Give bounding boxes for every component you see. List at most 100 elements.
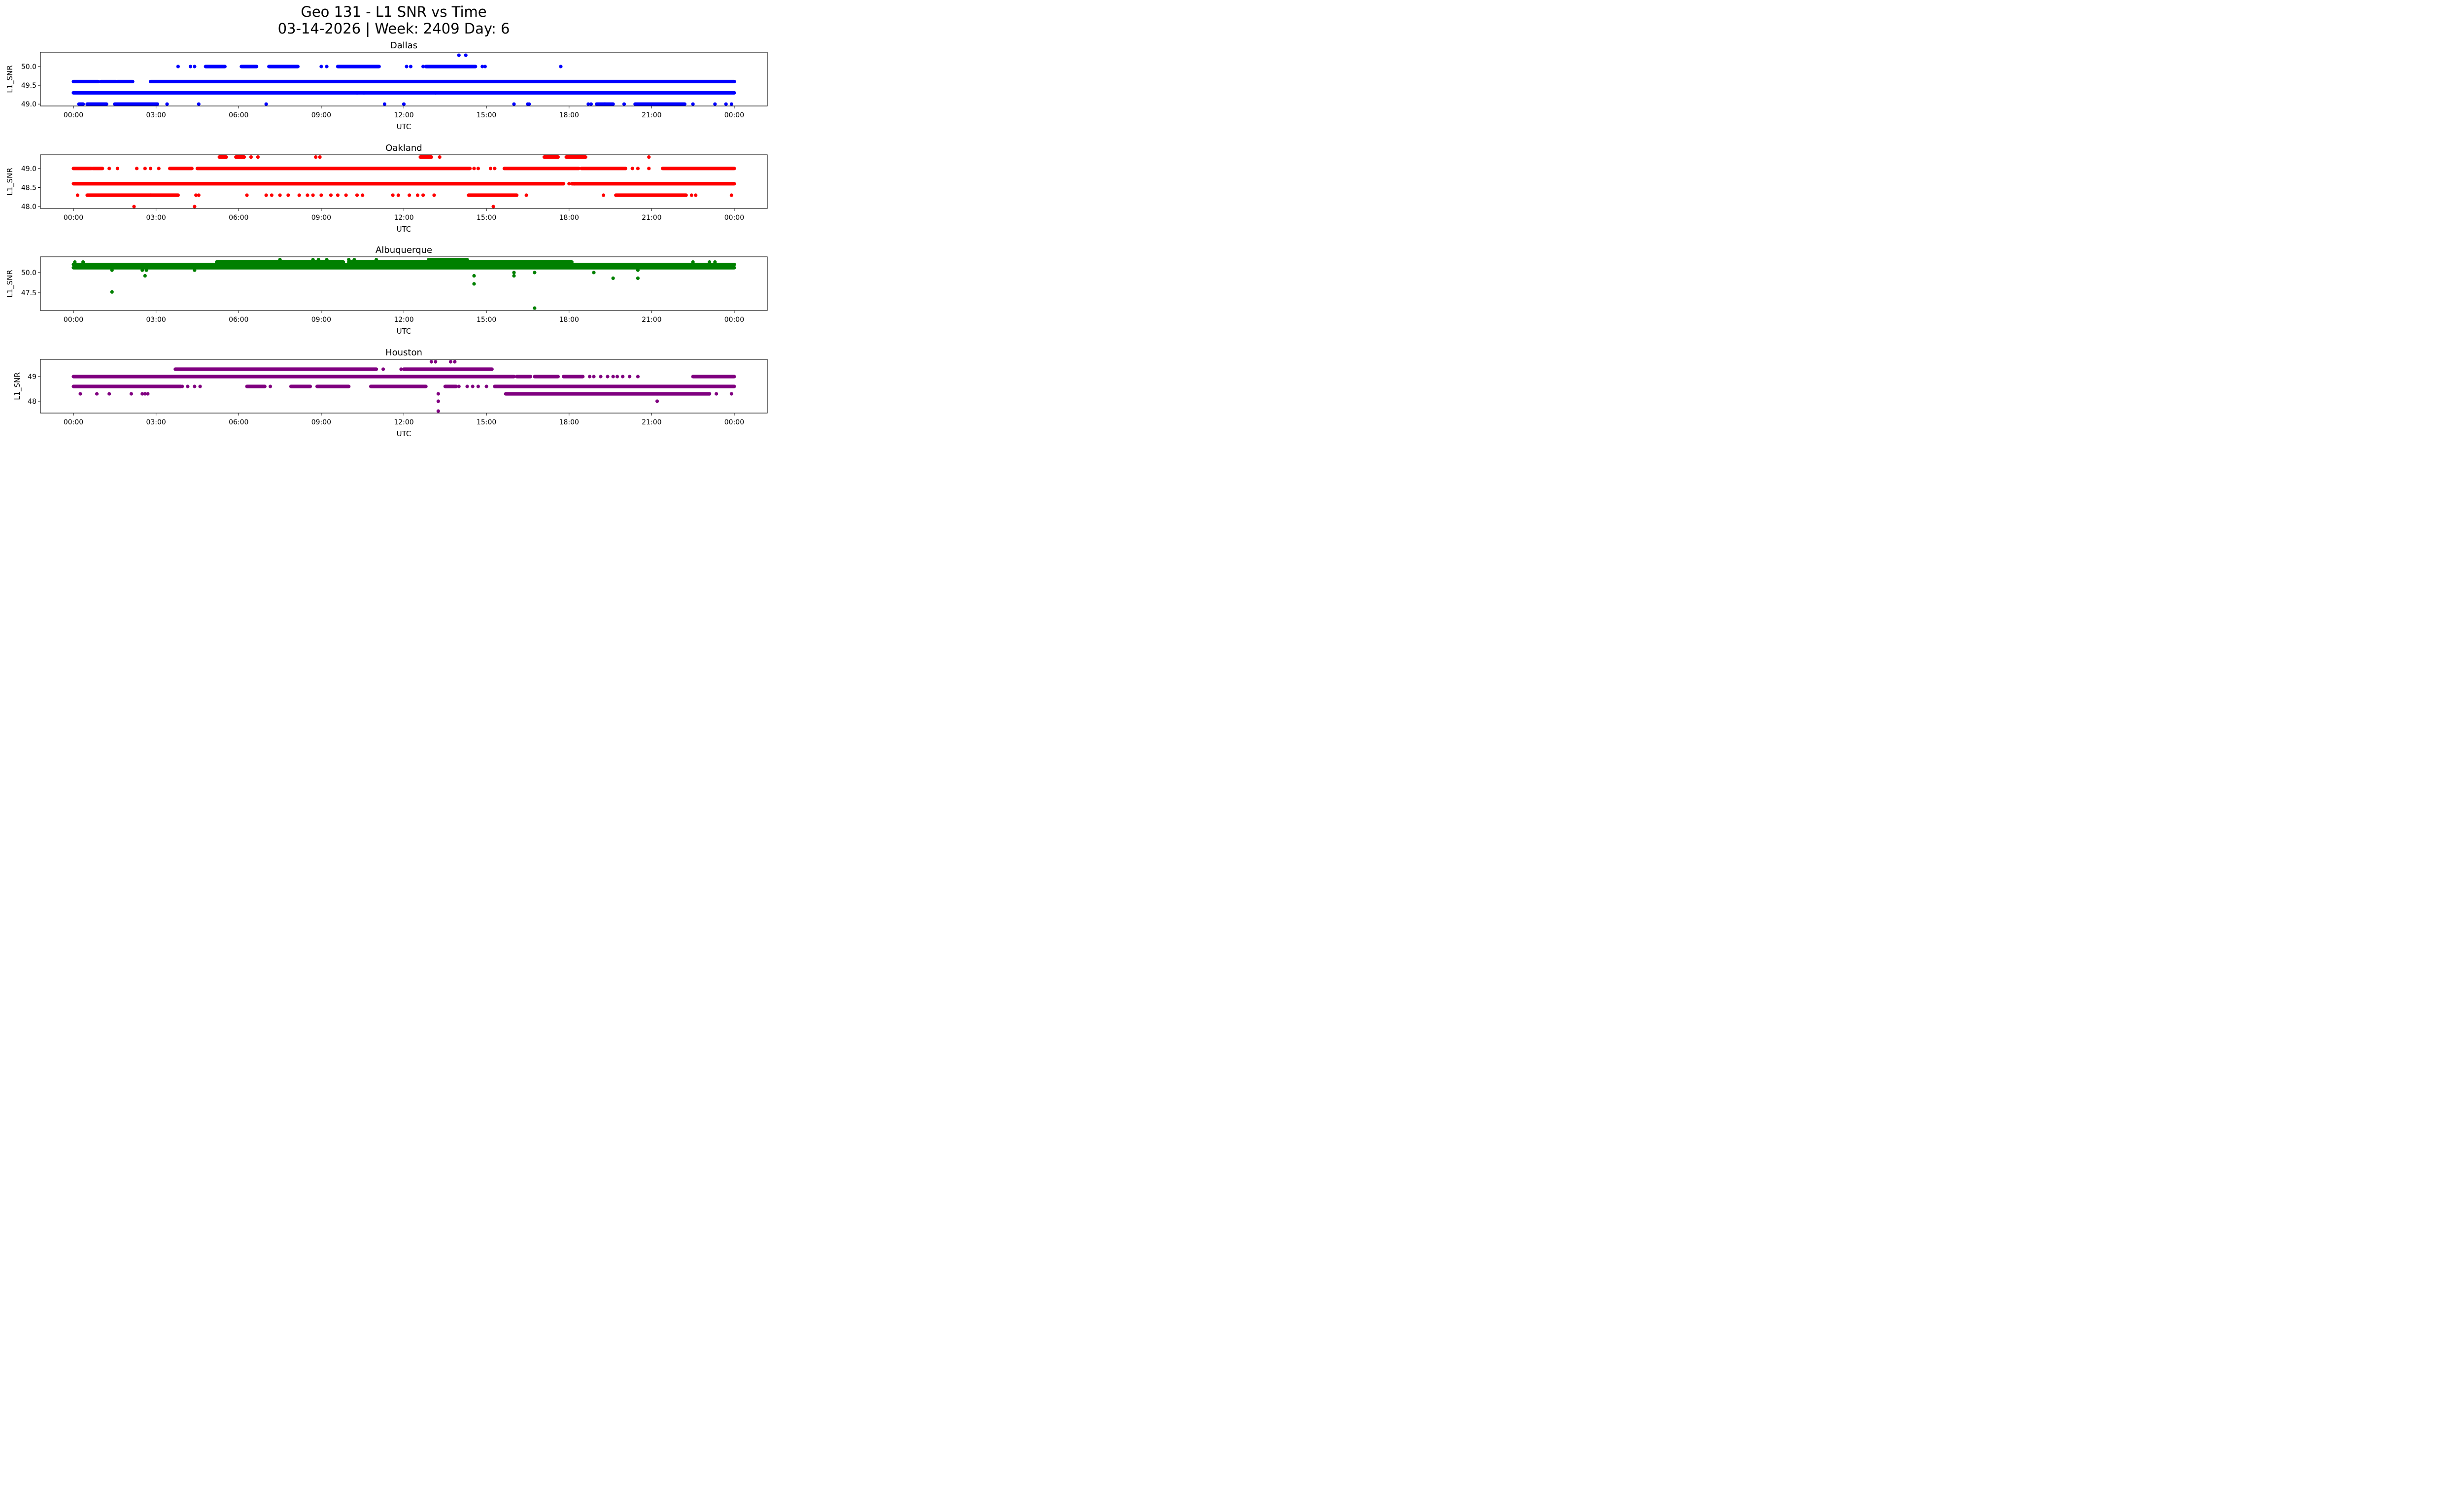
y-tick-label: 47.5 [21,289,36,297]
point-run [85,102,108,106]
point-run [580,167,627,171]
data-point [352,258,356,262]
point-run [115,79,135,84]
data-point [78,392,82,396]
chart-subtitle: 03-14-2026 | Week: 2409 Day: 6 [278,20,510,37]
data-point [146,392,150,396]
data-point [491,205,495,209]
data-point [176,65,180,69]
data-point [382,102,386,106]
data-point [316,258,320,262]
data-point [143,274,147,278]
data-point [421,193,425,197]
point-run [204,65,227,69]
data-point [586,102,590,106]
data-point [476,167,480,171]
data-point [694,193,698,197]
data-point [193,268,197,272]
data-point [512,274,516,278]
data-point [115,167,120,171]
data-point [408,193,411,197]
data-point [256,155,260,159]
point-run [661,167,736,171]
data-point [715,392,719,396]
data-point [140,268,144,272]
data-point [476,384,480,388]
data-point [429,360,433,364]
point-run [564,155,587,159]
scatter-series-houston [71,360,736,413]
data-point [180,384,184,388]
x-tick-label: 18:00 [559,111,579,119]
figure: Geo 131 - L1 SNR vs Time 03-14-2026 | We… [0,0,773,444]
data-point [140,392,144,396]
data-point [329,193,333,197]
y-axis-label: L1_SNR [5,65,15,93]
y-tick-label: 48.5 [21,184,36,192]
point-run [542,155,560,159]
panel-albuquerque: Albuquerque 47.5 50.0 L1_SNR 00:00 03:00 06:00… [5,245,768,336]
data-point [512,271,516,275]
data-point [148,167,153,171]
data-point [319,193,323,197]
point-run [240,65,259,69]
data-point [483,65,487,69]
data-point [193,65,197,69]
x-tick-label: 12:00 [394,214,413,222]
point-run [71,182,566,186]
x-tick-label: 00:00 [724,214,744,222]
x-tick-label: 12:00 [394,111,413,119]
point-run [245,384,267,388]
y-tick-label: 48.0 [21,203,36,211]
data-point [193,205,197,209]
scatter-series-dallas [71,53,736,106]
data-point [559,65,563,69]
data-point [628,375,632,379]
point-run [99,79,118,84]
x-tick-label: 18:00 [559,316,579,324]
x-tick-label: 12:00 [394,418,413,426]
data-point [306,193,309,197]
data-point [621,375,625,379]
x-tick-label: 00:00 [724,418,744,426]
data-point [270,193,274,197]
data-point [436,399,440,403]
x-tick-label: 09:00 [311,111,331,119]
data-point [592,271,596,275]
data-point [245,193,249,197]
panel-title: Albuquerque [376,245,432,255]
point-run [315,384,351,388]
x-tick-label: 15:00 [477,418,496,426]
data-point [157,167,161,171]
x-tick-label: 03:00 [146,214,166,222]
data-point [448,360,453,364]
data-point [381,367,385,371]
point-run [113,102,160,106]
point-run [336,65,381,69]
point-run [561,375,585,379]
data-point [143,167,147,171]
data-point [110,290,114,294]
y-tick-label: 48 [28,398,36,406]
point-run [614,193,688,197]
data-point [647,167,651,171]
point-run [691,375,736,379]
x-tick-label: 06:00 [229,214,248,222]
data-point [729,102,733,106]
point-run [71,91,736,95]
point-run [289,384,312,388]
data-point [615,375,619,379]
data-point [512,102,516,106]
data-point [484,384,488,388]
x-tick-label: 21:00 [642,316,661,324]
data-point [471,384,475,388]
x-tick-label: 06:00 [229,418,248,426]
data-point [611,276,615,280]
data-point [198,384,202,388]
data-point [143,392,147,396]
data-point [601,193,606,197]
data-point [655,399,659,403]
data-point [432,193,436,197]
panel-oakland: Oakland 48.0 48.5 49.0 L1_SNR 00:00 03:00 06:00… [5,143,768,234]
data-point [197,102,201,106]
